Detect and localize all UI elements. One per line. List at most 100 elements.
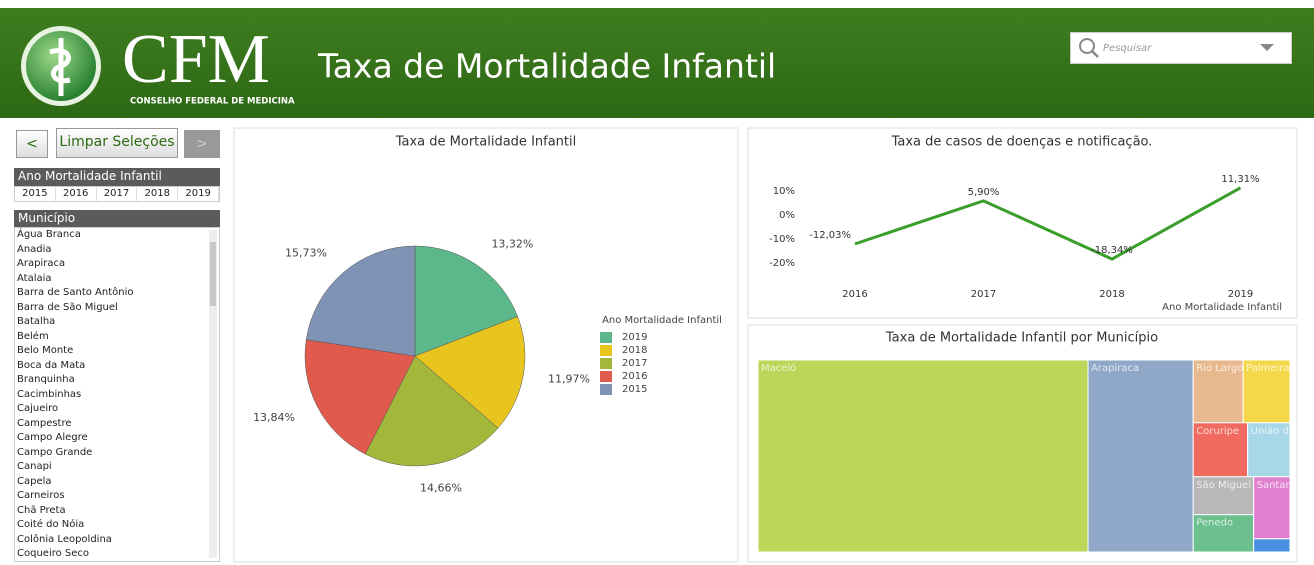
line-x-label: Ano Mortalidade Infantil — [1162, 302, 1282, 313]
legend-label: 2016 — [622, 371, 647, 382]
municipio-option[interactable]: Batalha — [17, 316, 56, 327]
treemap-tile — [1192, 476, 1255, 516]
treemap-label: União dos Palmar — [1251, 426, 1314, 437]
legend-label: 2015 — [622, 384, 647, 395]
dropdown-arrow[interactable] — [1260, 44, 1274, 51]
treemap-label: Palmeira dos Ind — [1246, 363, 1314, 374]
clear-selections-button[interactable]: Limpar Seleções — [56, 128, 178, 158]
municipio-option[interactable]: Chã Preta — [17, 504, 66, 516]
legend-swatch — [600, 384, 612, 395]
point-label: -12,03% — [809, 230, 851, 241]
treemap-tile — [1242, 359, 1291, 424]
municipio-option[interactable]: Campo Alegre — [17, 432, 88, 443]
header: CFM CONSELHO FEDERAL DE MEDICINA Taxa de… — [0, 8, 1314, 118]
municipio-option[interactable]: Coité do Nóia — [17, 519, 85, 530]
point-label: 5,90% — [968, 187, 1000, 198]
scrollbar-track — [209, 230, 217, 558]
y-tick-label: 10% — [773, 186, 795, 197]
pie-slice — [305, 245, 416, 357]
y-tick-label: -10% — [769, 234, 795, 245]
treemap-title: Taxa de Mortalidade Infantil por Municíp… — [885, 331, 1158, 346]
logo-symbol — [49, 38, 71, 96]
treemap-label: Santan — [1257, 480, 1292, 491]
pie-value-label: 14,66% — [420, 481, 462, 494]
x-tick-label: 2019 — [1228, 289, 1253, 300]
treemap-label: Penedo — [1196, 518, 1233, 529]
treemap-label: Maceió — [761, 362, 796, 374]
search-icon — [1079, 38, 1095, 54]
x-tick-label: 2016 — [842, 289, 867, 300]
municipio-option[interactable]: Colônia Leopoldina — [17, 533, 112, 545]
municipio-filter-title: Município — [14, 210, 220, 227]
line-title: Taxa de casos de doenças e notificação. — [891, 135, 1153, 150]
back-button[interactable]: < — [16, 130, 48, 158]
year-option[interactable]: 2018 — [137, 187, 179, 201]
municipio-option[interactable]: Branquinha — [17, 374, 75, 385]
x-tick-label: 2017 — [971, 289, 996, 300]
year-option[interactable]: 2019 — [178, 187, 219, 201]
treemap-tile — [757, 359, 1089, 553]
point-label: 11,31% — [1221, 174, 1259, 185]
year-filter: 2015 2016 2017 2018 2019 — [14, 186, 220, 202]
y-tick-label: -20% — [769, 258, 795, 269]
treemap-tile — [1247, 422, 1291, 478]
pie-slice — [364, 355, 499, 467]
header-graphics: CFM CONSELHO FEDERAL DE MEDICINA Taxa de… — [21, 21, 776, 107]
municipio-option[interactable]: Barra de São Miguel — [17, 301, 118, 313]
treemap-label: Coruripe — [1196, 426, 1239, 437]
year-option[interactable]: 2017 — [97, 187, 138, 201]
pie-value-label: 13,84% — [253, 411, 295, 424]
legend-swatch — [600, 371, 612, 382]
pie-value-label: 13,32% — [491, 238, 533, 251]
municipio-option[interactable]: Atalaia — [17, 272, 52, 284]
treemap-tile — [1192, 514, 1255, 553]
pie-slice — [414, 316, 526, 429]
municipio-option[interactable]: Água Branca — [17, 229, 81, 240]
pie-title: Taxa de Mortalidade Infantil — [395, 135, 577, 150]
legend-label: 2018 — [622, 345, 647, 356]
line-panel — [747, 127, 1298, 319]
municipio-option[interactable]: Capela — [17, 475, 52, 487]
logo-text: CFM — [122, 21, 270, 98]
municipio-list: Água Branca Anadia Arapiraca Atalaia Barra d… — [14, 227, 220, 562]
point-label: -18,34% — [1091, 245, 1133, 256]
page-title: Taxa de Mortalidade Infantil — [317, 47, 776, 86]
search-graphics: Pesquisar — [1079, 38, 1274, 58]
search-box[interactable]: Pesquisar — [1070, 32, 1292, 64]
treemap-panel — [747, 324, 1298, 563]
treemap-tile — [1253, 476, 1291, 540]
municipio-option[interactable]: Cacimbinhas — [17, 388, 82, 400]
treemap-label: Arapiraca — [1091, 363, 1139, 374]
municipio-option[interactable]: Campestre — [17, 417, 72, 429]
municipio-option[interactable]: Belém — [17, 330, 49, 342]
pie-value-label: 15,73% — [285, 247, 327, 260]
municipio-option[interactable]: Arapiraca — [17, 258, 66, 269]
logo-subtitle: CONSELHO FEDERAL DE MEDICINA — [130, 97, 295, 107]
pie-slice — [414, 245, 519, 357]
legend-label: 2017 — [622, 358, 647, 369]
municipio-option[interactable]: Anadia — [17, 243, 52, 255]
year-option[interactable]: 2015 — [15, 187, 56, 201]
y-tick-label: 0% — [779, 210, 795, 221]
line — [854, 186, 1242, 261]
municipio-option[interactable]: Carneiros — [17, 490, 65, 501]
legend-label: 2019 — [622, 332, 647, 343]
year-option[interactable]: 2016 — [56, 187, 97, 201]
municipio-option[interactable]: Canapi — [17, 461, 52, 472]
x-tick-label: 2018 — [1099, 289, 1124, 300]
municipio-option[interactable]: Boca da Mata — [17, 359, 86, 371]
pie-slice — [304, 339, 416, 455]
legend-swatch — [600, 345, 612, 356]
treemap-tile — [1192, 359, 1244, 424]
year-filter-title: Ano Mortalidade Infantil — [14, 168, 220, 186]
municipio-option[interactable]: Coqueiro Seco — [17, 548, 90, 559]
municipio-option[interactable]: Cajueiro — [17, 403, 59, 414]
legend-swatch — [600, 332, 612, 343]
municipio-option[interactable]: Belo Monte — [17, 345, 74, 356]
municipio-option[interactable]: Barra de Santo Antônio — [17, 287, 134, 298]
municipio-option[interactable]: Campo Grande — [17, 446, 93, 458]
treemap-tile — [1253, 538, 1291, 553]
forward-button[interactable]: > — [184, 130, 220, 158]
scrollbar-thumb[interactable] — [210, 242, 216, 306]
